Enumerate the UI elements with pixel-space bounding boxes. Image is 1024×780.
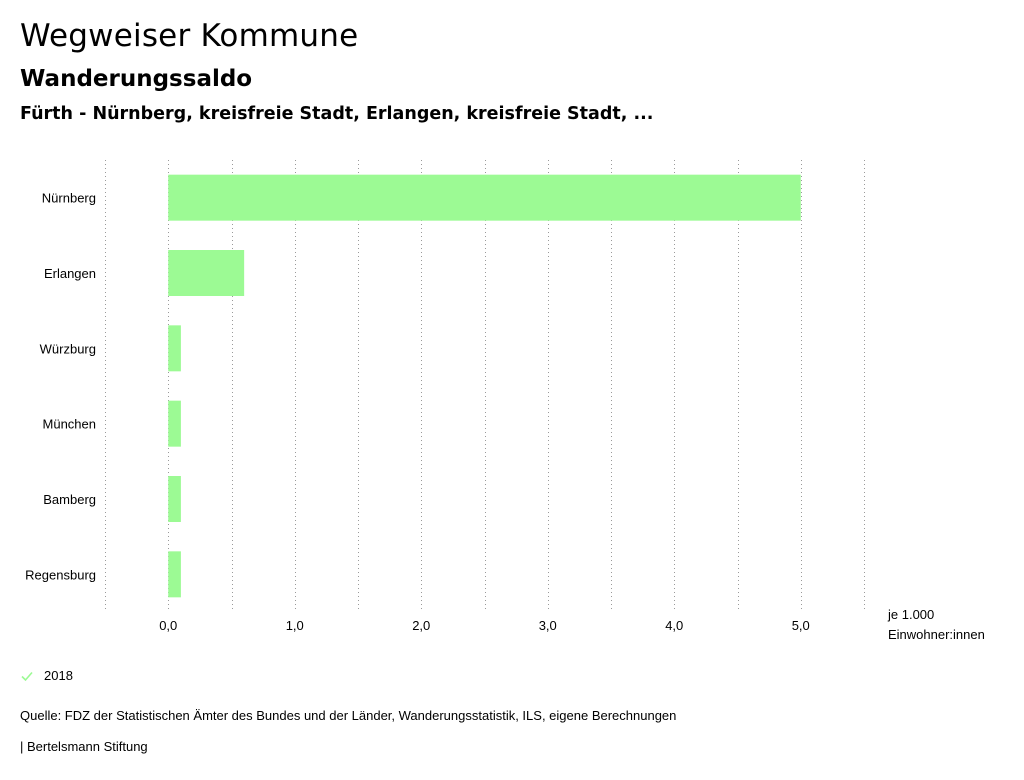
bar bbox=[168, 400, 181, 447]
category-label: Nürnberg bbox=[42, 191, 96, 206]
x-axis-unit-label: je 1.000 Einwohner:innen bbox=[888, 605, 985, 645]
category-label: Bamberg bbox=[43, 492, 96, 507]
x-tick-label: 5,0 bbox=[792, 618, 810, 633]
x-axis-unit-line1: je 1.000 bbox=[888, 607, 935, 622]
bar bbox=[168, 551, 181, 598]
x-tick-label: 0,0 bbox=[159, 618, 177, 633]
x-axis-unit-line2: Einwohner:innen bbox=[888, 627, 985, 642]
x-tick-label: 4,0 bbox=[665, 618, 683, 633]
x-tick-label: 2,0 bbox=[412, 618, 430, 633]
bar bbox=[168, 325, 181, 372]
category-label: München bbox=[43, 417, 96, 432]
chart-subtitle: Wanderungssaldo bbox=[20, 66, 253, 92]
region-selection: Fürth - Nürnberg, kreisfreie Stadt, Erla… bbox=[20, 104, 654, 124]
bar bbox=[168, 174, 801, 221]
bar bbox=[168, 476, 181, 522]
source-note: Quelle: FDZ der Statistischen Ämter des … bbox=[20, 708, 677, 723]
bar-chart: 0,0 1,0 2,0 3,0 4,0 5,0 Nürnberg Erlangen Würzbu… bbox=[25, 160, 865, 633]
publisher-note: | Bertelsmann Stiftung bbox=[20, 739, 148, 754]
category-label: Regensburg bbox=[25, 567, 96, 582]
legend-label: 2018 bbox=[44, 668, 73, 683]
x-tick-label: 1,0 bbox=[286, 618, 304, 633]
bar bbox=[168, 250, 245, 296]
page-title: Wegweiser Kommune bbox=[20, 18, 359, 54]
legend[interactable]: 2018 bbox=[20, 668, 73, 683]
category-label: Würzburg bbox=[40, 341, 96, 356]
category-label: Erlangen bbox=[44, 266, 96, 281]
checkmark-icon bbox=[21, 671, 33, 681]
x-tick-label: 3,0 bbox=[539, 618, 557, 633]
